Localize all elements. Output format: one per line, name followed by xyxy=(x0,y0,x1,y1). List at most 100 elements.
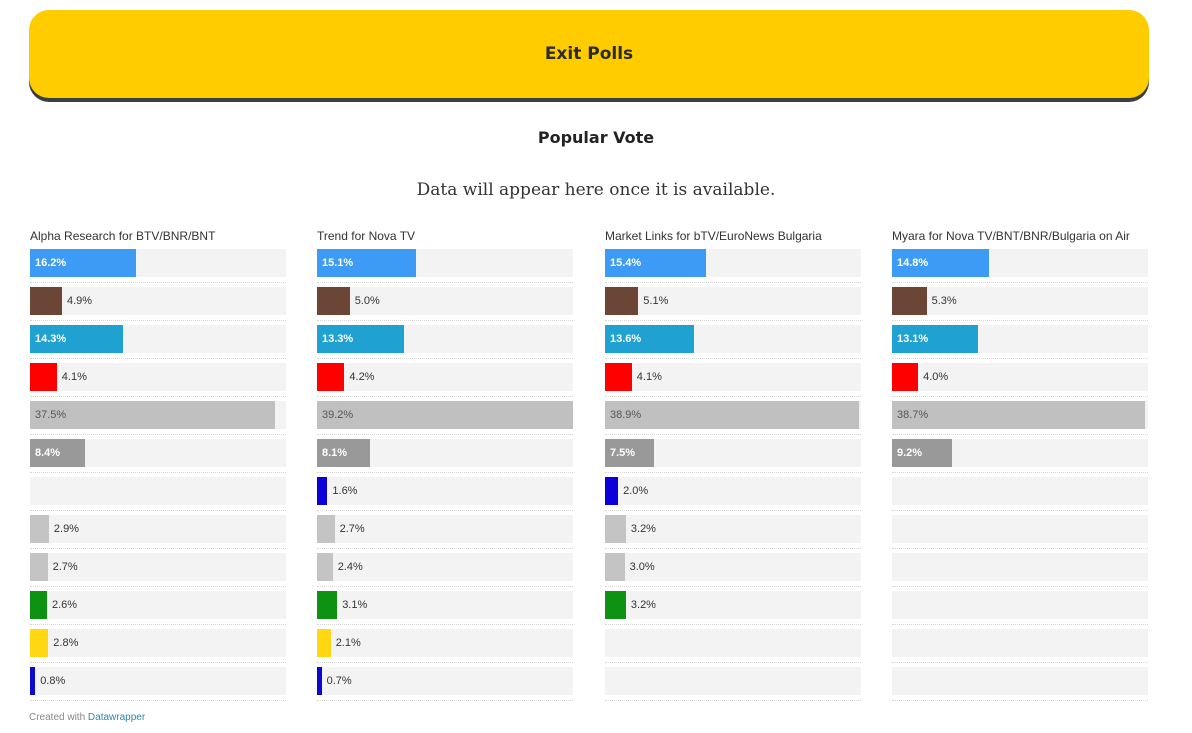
bar xyxy=(30,667,36,695)
bar xyxy=(30,249,136,277)
bar-track xyxy=(605,515,861,543)
bar-value-label: 8.4% xyxy=(35,447,61,459)
bar xyxy=(30,363,57,391)
bar-value-label: 3.0% xyxy=(629,561,655,573)
bar xyxy=(30,287,62,315)
footer-credit: Created with Datawrapper xyxy=(29,712,145,723)
bar xyxy=(317,401,573,429)
bar-row: 2.8% xyxy=(30,625,286,663)
bar-track xyxy=(605,477,861,505)
bar xyxy=(892,401,1145,429)
bar-row xyxy=(30,473,286,511)
bar-row: 4.1% xyxy=(30,359,286,397)
bar-value-label: 2.4% xyxy=(337,561,363,573)
bar-row xyxy=(892,625,1148,663)
bar-track xyxy=(30,553,286,581)
bar-value-label: 14.3% xyxy=(35,333,67,345)
bar-track xyxy=(30,363,286,391)
datawrapper-link[interactable]: Datawrapper xyxy=(87,712,146,723)
poll-panel: Myara for Nova TV/BNT/BNR/Bulgaria on Ai… xyxy=(892,228,1148,701)
bar-row: 13.1% xyxy=(892,321,1148,359)
bar-track xyxy=(317,591,573,619)
bar-row: 8.4% xyxy=(30,435,286,473)
bar-value-label: 39.2% xyxy=(322,409,354,421)
bar-value-label: 3.2% xyxy=(630,523,656,535)
bar-row: 4.0% xyxy=(892,359,1148,397)
bar xyxy=(317,591,338,619)
bar xyxy=(605,401,859,429)
bar xyxy=(605,287,639,315)
section-title: Popular Vote xyxy=(537,128,655,147)
bar-row: 14.3% xyxy=(30,321,286,359)
bar-value-label: 13.3% xyxy=(322,333,354,345)
bar-track xyxy=(317,287,573,315)
bar-row: 4.9% xyxy=(30,283,286,321)
bar xyxy=(605,591,626,619)
bar-track xyxy=(892,629,1148,657)
bar-value-label: 38.7% xyxy=(897,409,929,421)
bar xyxy=(317,439,370,467)
bar-track xyxy=(892,591,1148,619)
bar-row: 39.2% xyxy=(317,397,573,435)
bar-track xyxy=(892,477,1148,505)
bar xyxy=(317,553,333,581)
bar xyxy=(30,591,47,619)
bar xyxy=(30,629,49,657)
bar-value-label: 15.4% xyxy=(610,257,642,269)
bar-track xyxy=(317,553,573,581)
bar xyxy=(30,553,48,581)
bar xyxy=(317,363,345,391)
bar-value-label: 13.1% xyxy=(897,333,929,345)
bar-value-label: 2.1% xyxy=(335,637,361,649)
bar-row: 38.7% xyxy=(892,397,1148,435)
bar-value-label: 5.0% xyxy=(354,295,380,307)
availability-notice: Data will appear here once it is availab… xyxy=(416,180,776,200)
bar-row: 2.9% xyxy=(30,511,286,549)
bar-track xyxy=(605,553,861,581)
bar-track xyxy=(892,287,1148,315)
bar xyxy=(605,325,694,353)
bar-row xyxy=(892,473,1148,511)
bar-row: 16.2% xyxy=(30,245,286,283)
bar-value-label: 2.8% xyxy=(53,637,79,649)
bar-value-label: 5.1% xyxy=(643,295,669,307)
bar-row xyxy=(605,663,861,701)
bar xyxy=(317,287,350,315)
bar xyxy=(605,363,632,391)
bar-value-label: 38.9% xyxy=(610,409,642,421)
poll-panel: Trend for Nova TV 15.1% 5.0% 13.3% 4.2% 39.2%… xyxy=(317,228,573,701)
bar-value-label: 37.5% xyxy=(35,409,67,421)
bar xyxy=(317,249,416,277)
bar-track xyxy=(30,667,286,695)
bar xyxy=(605,515,626,543)
bar xyxy=(892,439,953,467)
header-title: Exit Polls xyxy=(544,44,634,64)
bar-value-label: 7.5% xyxy=(610,447,636,459)
bar-row xyxy=(892,511,1148,549)
panel-title: Myara for Nova TV/BNT/BNR/Bulgaria on Ai… xyxy=(892,229,1130,243)
bar-row: 3.2% xyxy=(605,511,861,549)
bar-track xyxy=(892,667,1148,695)
bar-row: 3.2% xyxy=(605,587,861,625)
bar-track xyxy=(892,515,1148,543)
bar xyxy=(892,287,927,315)
bar xyxy=(30,401,275,429)
bar-row: 38.9% xyxy=(605,397,861,435)
bar-value-label: 9.2% xyxy=(897,447,923,459)
bar-row xyxy=(892,663,1148,701)
bar-value-label: 2.0% xyxy=(623,485,649,497)
bar-row: 7.5% xyxy=(605,435,861,473)
bar-row: 0.8% xyxy=(30,663,286,701)
bar-value-label: 2.6% xyxy=(52,599,78,611)
bar xyxy=(317,667,322,695)
bar xyxy=(892,363,919,391)
bar-value-label: 0.7% xyxy=(326,675,352,687)
bar-row: 2.4% xyxy=(317,549,573,587)
bar-row: 2.7% xyxy=(317,511,573,549)
panel-title: Market Links for bTV/EuroNews Bulgaria xyxy=(605,229,822,243)
bar-row: 13.6% xyxy=(605,321,861,359)
bar-row: 15.1% xyxy=(317,245,573,283)
bar xyxy=(30,439,85,467)
bar-value-label: 1.6% xyxy=(332,485,358,497)
bar-track xyxy=(30,629,286,657)
